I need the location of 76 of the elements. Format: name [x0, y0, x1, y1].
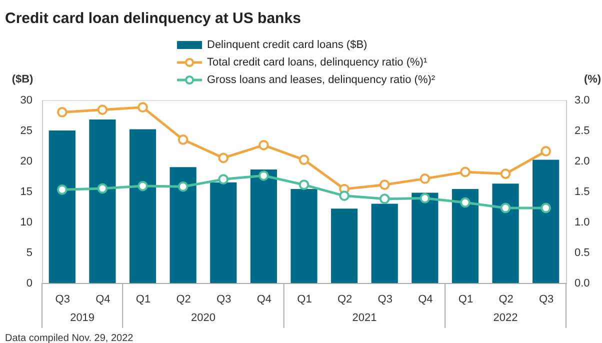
legend-label: Delinquent credit card loans ($B)	[207, 39, 368, 51]
point	[379, 194, 390, 204]
point	[540, 146, 552, 156]
x-tick-label: Q2	[176, 294, 191, 306]
point	[420, 174, 430, 184]
x-tick-label: Q3	[216, 294, 232, 306]
y-tick-label: 10	[20, 216, 32, 228]
point	[218, 174, 229, 184]
y2-tick-label: 3.0	[574, 94, 590, 106]
y-tick-label: 0	[26, 278, 32, 290]
chart-title: Credit card loan delinquency at US banks	[5, 10, 301, 27]
x-tick-label: Q1	[297, 294, 312, 306]
y2-tick-label: 1.5	[574, 186, 590, 198]
y-tick-label: 25	[20, 125, 32, 137]
bar	[452, 189, 479, 283]
y2-tick-label: 2.0	[574, 156, 590, 168]
y-axis-title: ($B)	[12, 74, 34, 86]
x-tick-label: Q4	[96, 294, 110, 306]
point	[420, 193, 430, 204]
x-tick-label: Q1	[136, 294, 151, 306]
bar	[371, 204, 398, 283]
bar	[331, 208, 358, 283]
point	[460, 197, 470, 208]
text: 2019	[70, 312, 95, 324]
point	[540, 202, 552, 214]
y-tick-label: 30	[20, 94, 32, 106]
y2-tick-label: 1.0	[574, 216, 590, 228]
point	[178, 181, 188, 192]
bar	[290, 189, 318, 283]
x-tick-label: Q3	[55, 294, 70, 306]
legend-label: Total credit card loans, delinquency ratio (%)¹	[207, 56, 428, 68]
y-tick-label: 5	[26, 247, 32, 259]
point	[178, 134, 188, 145]
point	[218, 152, 229, 164]
bar	[48, 130, 76, 283]
x-tick-label: Q3	[539, 294, 554, 306]
text: 2020	[190, 312, 216, 324]
text: 2021	[352, 312, 377, 324]
bar	[89, 120, 116, 283]
x-tick-label: Q2	[498, 294, 514, 306]
x-tick-label: Q3	[378, 294, 392, 306]
x-tick-label: Q2	[337, 294, 352, 306]
point	[138, 180, 148, 192]
y-tick-label: 20	[20, 156, 32, 168]
bar	[250, 170, 277, 283]
y2-tick-label: 2.5	[574, 125, 590, 137]
x-tick-label: Q4	[256, 294, 272, 306]
point	[97, 183, 108, 194]
point	[339, 190, 350, 201]
point	[56, 184, 68, 195]
bar	[210, 182, 237, 283]
bar	[170, 167, 196, 283]
bar	[412, 192, 438, 283]
point	[138, 102, 148, 112]
point	[97, 104, 108, 115]
x-tick-label: Q4	[418, 294, 433, 306]
legend-label: Gross loans and leases, delinquency ratio (%)²	[207, 74, 436, 86]
point	[258, 140, 269, 150]
y2-axis-title: (%)	[584, 74, 602, 86]
point	[500, 202, 511, 214]
point	[258, 170, 269, 181]
y-tick-label: 15	[20, 186, 32, 198]
bar	[532, 160, 560, 283]
point	[56, 107, 68, 118]
bar	[129, 129, 156, 283]
y2-tick-label: 0.0	[574, 278, 590, 290]
point	[379, 180, 390, 190]
point	[460, 166, 470, 178]
x-tick-label: Q1	[458, 294, 474, 306]
y2-tick-label: 0.5	[574, 247, 590, 259]
point	[298, 180, 310, 190]
bar	[492, 184, 519, 283]
text: Data compiled Nov. 29, 2022	[5, 333, 134, 343]
point	[298, 154, 310, 165]
text: 2022	[493, 312, 518, 324]
point	[500, 168, 511, 179]
